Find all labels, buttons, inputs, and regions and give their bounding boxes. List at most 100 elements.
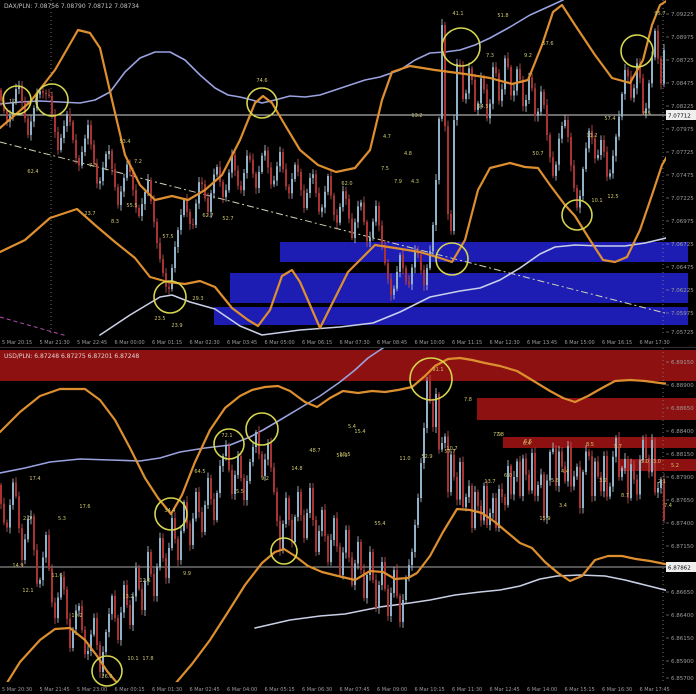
candle-body: [528, 77, 530, 100]
highlight-circle[interactable]: [441, 27, 481, 67]
swing-value-label: 95.7: [654, 11, 665, 17]
candle-body: [633, 88, 635, 98]
highlight-circle[interactable]: [245, 412, 279, 446]
top-chart[interactable]: 41.1 51.8 57.6 7.3 9.2 54.5 13.2 57.4 13.2 8.5 95.…: [0, 0, 696, 346]
highlight-circle[interactable]: [91, 655, 123, 687]
candle-body: [138, 208, 140, 216]
candle-body: [237, 456, 239, 475]
candle-body: [171, 518, 173, 548]
swing-value-label: 41.1: [452, 11, 463, 17]
candle-body: [9, 505, 11, 528]
time-axis-label: 5 Mar 21:45: [40, 687, 70, 693]
swing-value-label: 55.5: [126, 203, 137, 209]
zone-rectangle[interactable]: [214, 307, 688, 325]
highlight-circle[interactable]: [270, 537, 298, 565]
time-axis-label: 6 Mar 07:30: [340, 340, 370, 346]
zone-rectangle[interactable]: [477, 398, 696, 420]
candle-body: [447, 436, 449, 492]
time-axis-label: 6 Mar 06:30: [302, 687, 332, 693]
candle-body: [315, 520, 317, 552]
swing-value-label: 57.5: [162, 234, 173, 240]
swing-value-label: 26.6: [101, 674, 112, 680]
candle-body: [306, 513, 308, 538]
candle-body: [384, 562, 386, 589]
time-axis-label: 6 Mar 11:15: [452, 340, 482, 346]
candle-body: [309, 178, 311, 193]
candle-body: [495, 498, 497, 528]
candle-body: [12, 102, 14, 116]
swing-value-label: 5.2: [671, 463, 679, 469]
candle-body: [255, 173, 257, 188]
swing-value-label: 15.9: [539, 516, 550, 522]
swing-value-label: 29.3: [192, 296, 203, 302]
price-axis-label: 6.88400: [671, 429, 694, 435]
candle-body: [303, 190, 305, 208]
candle-body: [93, 618, 95, 635]
candle-body: [369, 237, 371, 242]
candle-body: [504, 497, 506, 505]
time-axis-label: 6 Mar 01:15: [152, 340, 182, 346]
swing-value-label: 62.7: [202, 213, 213, 219]
candle-body: [648, 83, 650, 109]
swing-value-label: 5.7: [614, 444, 622, 450]
swing-value-label: 10.5: [339, 452, 350, 458]
candle-body: [519, 69, 521, 80]
swing-value-label: 13.7: [484, 479, 495, 485]
swing-value-label: 57.4: [604, 116, 615, 122]
swing-value-label: 4.8: [404, 151, 412, 157]
candle-body: [402, 600, 404, 622]
candle-body: [36, 550, 38, 584]
candle-body: [0, 90, 2, 101]
highlight-circle[interactable]: [2, 85, 32, 115]
highlight-circle[interactable]: [213, 428, 245, 460]
candle-body: [213, 174, 215, 194]
candle-body: [162, 259, 164, 273]
candle-body: [96, 164, 98, 184]
candle-body: [21, 528, 23, 560]
candle-body: [552, 448, 554, 452]
highlight-circle[interactable]: [409, 357, 453, 401]
candle-body: [558, 451, 560, 486]
candle-body: [618, 116, 620, 137]
candle-body: [360, 202, 362, 207]
swing-value-label: 4.4: [561, 469, 569, 475]
candle-body: [486, 486, 488, 525]
swing-value-label: 4.7: [383, 134, 391, 140]
trend-line[interactable]: [0, 141, 666, 314]
candle-body: [243, 173, 245, 191]
swing-value-label: 23.9: [171, 323, 182, 329]
candle-body: [573, 476, 575, 487]
candle-body: [657, 488, 659, 493]
zone-rectangle[interactable]: [230, 273, 688, 303]
zone-rectangle[interactable]: [503, 437, 696, 448]
candle-body: [48, 535, 50, 569]
candle-body: [351, 218, 353, 238]
time-axis-label: 6 Mar 07:45: [340, 687, 370, 693]
swing-value-label: 8.5: [643, 111, 651, 117]
highlight-circle[interactable]: [435, 242, 469, 276]
highlight-circle[interactable]: [620, 34, 654, 68]
bottom-chart[interactable]: 91.1 7.8 57.7 52.9 11.0 15.4 10.5 7.9 6.4 8.5 5.7 5…: [0, 346, 696, 694]
time-axis-label: 5 Mar 21:30: [40, 340, 70, 346]
candle-body: [348, 530, 350, 558]
candle-body: [348, 199, 350, 219]
candle-body: [222, 182, 224, 197]
price-axis-label: 6.88900: [671, 383, 694, 389]
trend-line[interactable]: [0, 316, 68, 337]
time-axis-label: 6 Mar 15:15: [565, 687, 595, 693]
candle-body: [645, 439, 647, 458]
highlight-circle[interactable]: [246, 87, 278, 119]
candle-body: [81, 152, 83, 166]
time-axis-label: 6 Mar 03:45: [227, 340, 257, 346]
highlight-circle[interactable]: [153, 280, 187, 314]
price-axis-label: 7.06225: [671, 288, 694, 294]
highlight-circle[interactable]: [35, 83, 69, 117]
highlight-circle[interactable]: [561, 199, 593, 231]
candle-body: [363, 570, 365, 598]
candle-body: [597, 155, 599, 159]
candle-body: [189, 212, 191, 224]
price-axis-label: 6.85700: [671, 676, 694, 682]
highlight-circle[interactable]: [154, 497, 188, 531]
candle-body: [537, 485, 539, 496]
